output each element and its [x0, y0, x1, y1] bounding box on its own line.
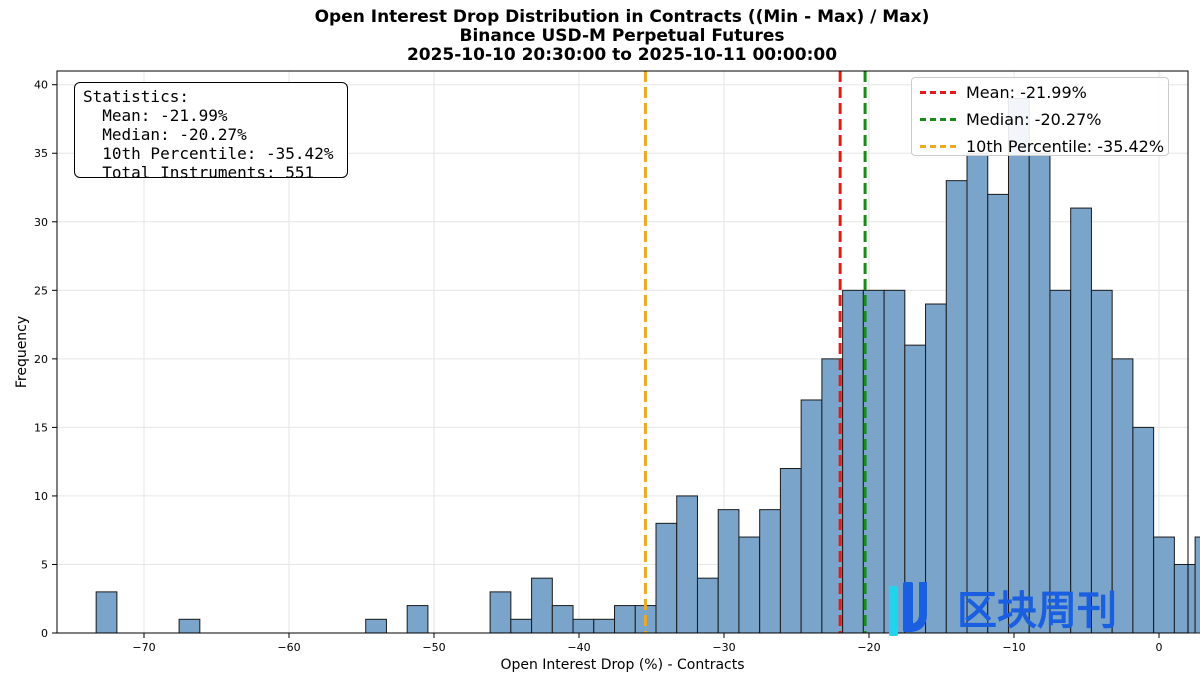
x-tick-label: −60 — [277, 641, 300, 654]
legend: Mean: -21.99% Median: -20.27% 10th Perce… — [911, 77, 1169, 156]
histogram-bar — [738, 536, 761, 634]
x-tick-label: −30 — [712, 641, 735, 654]
histogram-bar — [489, 591, 512, 634]
chart-subtitle-exchange: Binance USD-M Perpetual Futures — [459, 26, 785, 46]
y-axis-label: Frequency — [14, 316, 30, 388]
legend-label-p10: 10th Percentile: -35.42% — [966, 137, 1165, 156]
y-axis-ticks: 0 5 10 15 20 25 30 35 40 — [34, 79, 57, 640]
histogram-bar — [759, 509, 781, 634]
watermark-bar-2 — [903, 582, 913, 632]
stats-total: Total Instruments: 551 — [83, 163, 315, 182]
y-tick-label: 25 — [34, 284, 48, 297]
histogram-bar — [800, 399, 823, 634]
watermark-bar-1 — [889, 586, 898, 636]
histogram-bar — [614, 605, 636, 634]
legend-swatch-p10 — [920, 145, 956, 148]
histogram-bar — [510, 618, 533, 634]
histogram-bar — [966, 152, 989, 634]
y-tick-label: 10 — [34, 490, 48, 503]
histogram-bar — [531, 577, 553, 634]
histogram-bar — [178, 618, 201, 634]
x-axis-label: Open Interest Drop (%) - Contracts — [500, 657, 744, 673]
watermark-text: 区块周刊 — [957, 588, 1117, 634]
legend-item-p10: 10th Percentile: -35.42% — [920, 134, 1168, 159]
histogram-bar — [406, 605, 429, 634]
histogram-bar — [572, 618, 595, 634]
stats-heading: Statistics: — [83, 87, 189, 106]
stats-mean: Mean: -21.99% — [83, 106, 228, 125]
x-tick-label: −10 — [1002, 641, 1025, 654]
y-tick-label: 20 — [34, 353, 48, 366]
chart-title-block: Open Interest Drop Distribution in Contr… — [0, 8, 1200, 65]
chart-title: Open Interest Drop Distribution in Contr… — [314, 7, 930, 27]
histogram-bar — [593, 618, 616, 634]
legend-item-mean: Mean: -21.99% — [920, 80, 1168, 105]
y-tick-label: 15 — [34, 421, 48, 434]
legend-label-mean: Mean: -21.99% — [966, 83, 1087, 102]
histogram-bar — [696, 577, 719, 634]
histogram-bar — [551, 605, 574, 634]
x-tick-label: 0 — [1156, 641, 1163, 654]
histogram-bar — [655, 522, 678, 634]
y-tick-label: 40 — [34, 79, 48, 92]
chart-subtitle-timerange: 2025-10-10 20:30:00 to 2025-10-11 00:00:… — [406, 45, 838, 65]
histogram-bar — [779, 468, 802, 634]
histogram-bar — [1007, 97, 1030, 634]
histogram-bar — [1194, 536, 1200, 634]
y-tick-label: 0 — [41, 627, 48, 640]
legend-label-median: Median: -20.27% — [966, 110, 1102, 129]
y-tick-label: 5 — [41, 558, 48, 571]
histogram-bar — [676, 495, 698, 634]
x-tick-label: −20 — [857, 641, 880, 654]
histogram-bar — [842, 289, 864, 634]
y-tick-label: 30 — [34, 216, 48, 229]
x-axis-ticks: −70 −60 −50 −40 −30 −20 −10 0 — [132, 633, 1163, 654]
stats-p10: 10th Percentile: -35.42% — [83, 144, 334, 163]
histogram-bar — [717, 509, 740, 634]
watermark-logo: 区块周刊 — [889, 582, 1117, 636]
histogram-bar — [365, 618, 387, 634]
reference-lines — [643, 71, 867, 633]
legend-swatch-median — [920, 118, 956, 121]
plot-frame — [56, 70, 1189, 634]
x-tick-label: −70 — [132, 641, 155, 654]
histogram-bar — [1028, 152, 1051, 634]
histogram-bar — [1070, 207, 1092, 634]
y-tick-label: 35 — [34, 147, 48, 160]
x-tick-label: −40 — [567, 641, 590, 654]
histogram-bar — [945, 180, 968, 634]
watermark-hook — [905, 582, 927, 632]
statistics-box: Statistics: Mean: -21.99% Median: -20.27… — [74, 82, 348, 182]
stats-median: Median: -20.27% — [83, 125, 247, 144]
legend-swatch-mean — [920, 91, 956, 94]
legend-item-median: Median: -20.27% — [920, 107, 1168, 132]
histogram-bar — [987, 193, 1009, 634]
histogram-bars — [95, 97, 1200, 634]
histogram-bar — [95, 591, 118, 634]
x-tick-label: −50 — [422, 641, 445, 654]
